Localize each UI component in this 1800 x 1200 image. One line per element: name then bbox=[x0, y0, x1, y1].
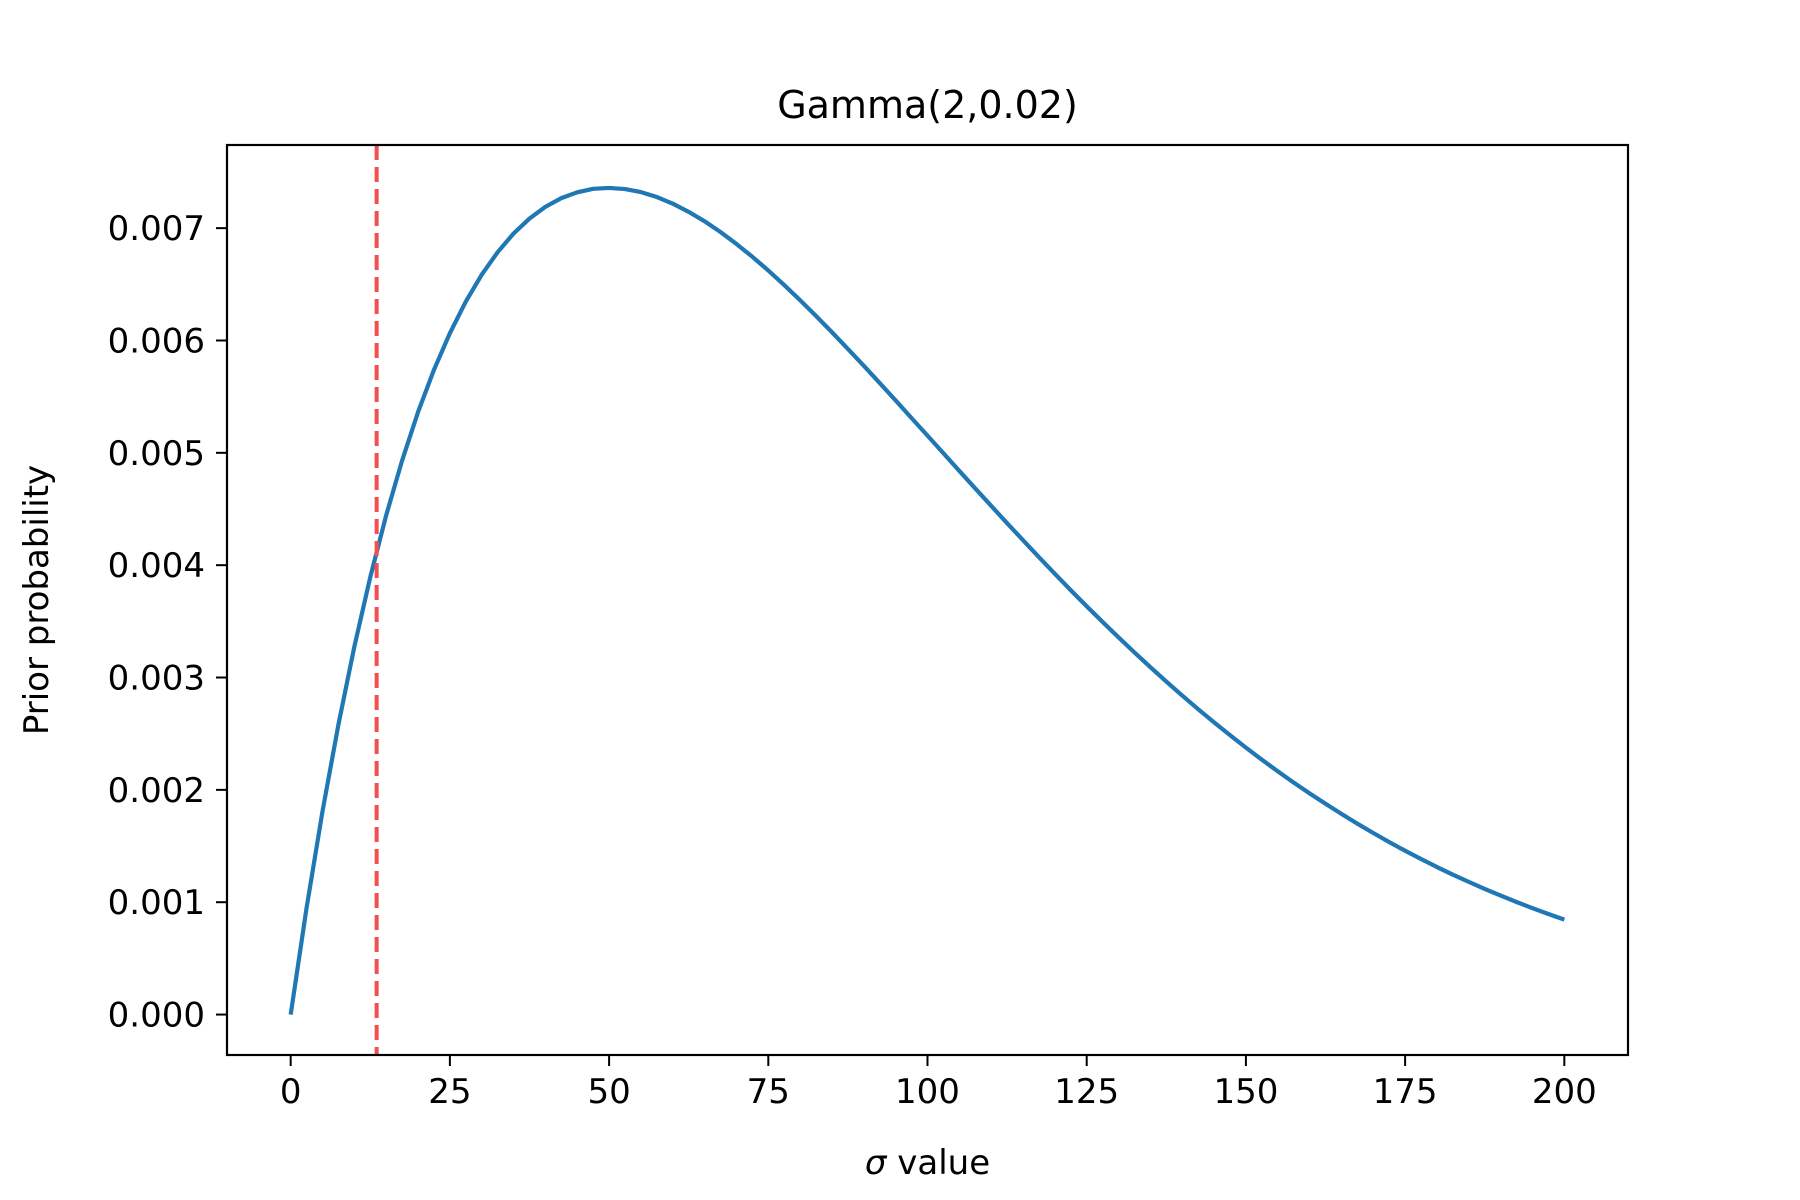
x-tick-label-0: 0 bbox=[280, 1072, 302, 1112]
series-line-0 bbox=[288, 185, 1566, 1015]
x-tick-label-7: 175 bbox=[1373, 1072, 1438, 1112]
x-tick-label-5: 125 bbox=[1054, 1072, 1119, 1112]
x-tick-label-1: 25 bbox=[428, 1072, 471, 1112]
x-tick-label-8: 200 bbox=[1532, 1072, 1597, 1112]
y-tick-label-7: 0.007 bbox=[108, 209, 205, 249]
plot-area bbox=[288, 145, 1566, 1055]
y-tick-label-2: 0.002 bbox=[108, 771, 205, 811]
y-tick-label-5: 0.005 bbox=[108, 434, 205, 474]
x-tick-label-3: 75 bbox=[747, 1072, 790, 1112]
x-tick-label-2: 50 bbox=[587, 1072, 630, 1112]
y-tick-label-0: 0.000 bbox=[108, 996, 205, 1036]
y-tick-label-4: 0.004 bbox=[108, 546, 205, 586]
y-tick-label-3: 0.003 bbox=[108, 659, 205, 699]
x-axis-label-symbol: σ bbox=[865, 1143, 888, 1183]
x-axis: 0 25 50 75 100 125 150 175 200 bbox=[280, 1055, 1597, 1112]
y-tick-label-1: 0.001 bbox=[108, 883, 205, 923]
y-tick-label-6: 0.006 bbox=[108, 321, 205, 361]
x-axis-label: σ value bbox=[865, 1143, 990, 1183]
chart-title: Gamma(2,0.02) bbox=[777, 83, 1078, 127]
x-tick-label-6: 150 bbox=[1213, 1072, 1278, 1112]
y-axis-label: Prior probability bbox=[17, 465, 57, 735]
x-tick-label-4: 100 bbox=[895, 1072, 960, 1112]
y-axis: 0.000 0.001 0.002 0.003 0.004 0.005 0.006 0.007 bbox=[108, 209, 227, 1036]
x-axis-label-text: value bbox=[886, 1143, 990, 1183]
